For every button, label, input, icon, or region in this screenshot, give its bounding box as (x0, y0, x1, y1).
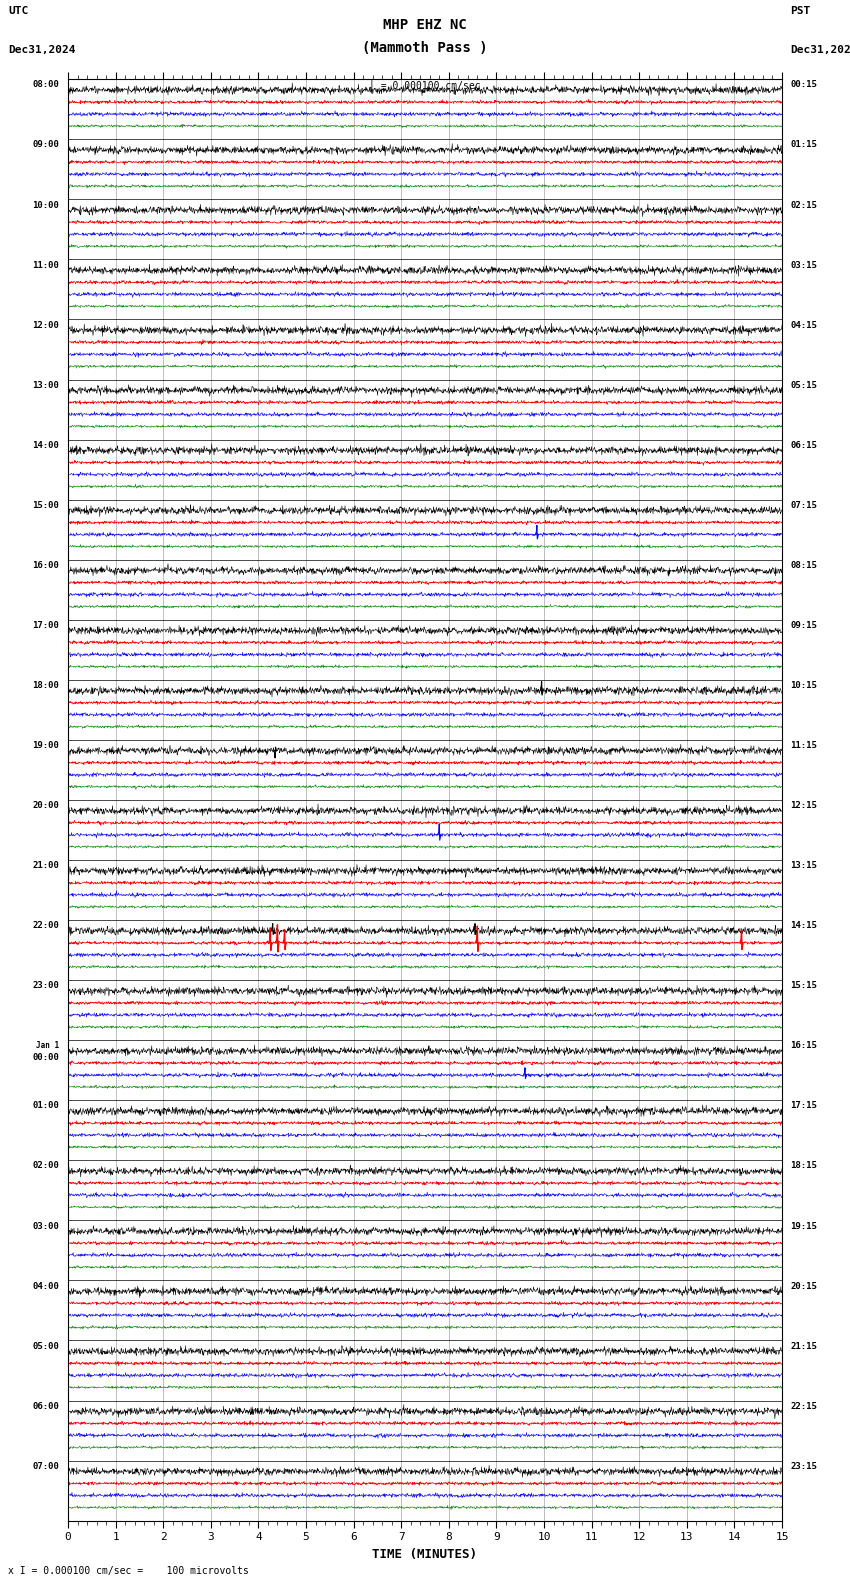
Text: 21:15: 21:15 (790, 1342, 818, 1351)
X-axis label: TIME (MINUTES): TIME (MINUTES) (372, 1548, 478, 1560)
Text: 07:00: 07:00 (32, 1462, 60, 1472)
Text: 15:00: 15:00 (32, 501, 60, 510)
Text: 09:00: 09:00 (32, 141, 60, 149)
Text: 12:00: 12:00 (32, 320, 60, 329)
Text: Jan 1: Jan 1 (37, 1041, 60, 1050)
Text: (Mammoth Pass ): (Mammoth Pass ) (362, 41, 488, 55)
Text: 04:00: 04:00 (32, 1281, 60, 1291)
Text: Dec31,2024: Dec31,2024 (790, 46, 850, 55)
Text: 02:15: 02:15 (790, 201, 818, 209)
Text: 15:15: 15:15 (790, 982, 818, 990)
Text: 02:00: 02:00 (32, 1161, 60, 1171)
Text: 16:00: 16:00 (32, 561, 60, 570)
Text: 04:15: 04:15 (790, 320, 818, 329)
Text: 21:00: 21:00 (32, 862, 60, 870)
Text: │ = 0.000100 cm/sec: │ = 0.000100 cm/sec (369, 79, 481, 90)
Text: 18:00: 18:00 (32, 681, 60, 691)
Text: 10:15: 10:15 (790, 681, 818, 691)
Text: 14:15: 14:15 (790, 922, 818, 930)
Text: 05:00: 05:00 (32, 1342, 60, 1351)
Text: 11:00: 11:00 (32, 261, 60, 269)
Text: 13:00: 13:00 (32, 380, 60, 390)
Text: 10:00: 10:00 (32, 201, 60, 209)
Text: 19:00: 19:00 (32, 741, 60, 751)
Text: 03:15: 03:15 (790, 261, 818, 269)
Text: 00:00: 00:00 (32, 1053, 60, 1063)
Text: Dec31,2024: Dec31,2024 (8, 46, 76, 55)
Text: 13:15: 13:15 (790, 862, 818, 870)
Text: UTC: UTC (8, 6, 29, 16)
Text: 20:00: 20:00 (32, 802, 60, 809)
Text: MHP EHZ NC: MHP EHZ NC (383, 17, 467, 32)
Text: x I = 0.000100 cm/sec =    100 microvolts: x I = 0.000100 cm/sec = 100 microvolts (8, 1567, 249, 1576)
Text: 01:15: 01:15 (790, 141, 818, 149)
Text: 03:00: 03:00 (32, 1221, 60, 1231)
Text: PST: PST (790, 6, 811, 16)
Text: 20:15: 20:15 (790, 1281, 818, 1291)
Text: 05:15: 05:15 (790, 380, 818, 390)
Text: 23:15: 23:15 (790, 1462, 818, 1472)
Text: 06:00: 06:00 (32, 1402, 60, 1411)
Text: 14:00: 14:00 (32, 440, 60, 450)
Text: 17:15: 17:15 (790, 1101, 818, 1110)
Text: 11:15: 11:15 (790, 741, 818, 751)
Text: 09:15: 09:15 (790, 621, 818, 630)
Text: 08:00: 08:00 (32, 81, 60, 89)
Text: 01:00: 01:00 (32, 1101, 60, 1110)
Text: 06:15: 06:15 (790, 440, 818, 450)
Text: 07:15: 07:15 (790, 501, 818, 510)
Text: 22:15: 22:15 (790, 1402, 818, 1411)
Text: 17:00: 17:00 (32, 621, 60, 630)
Text: 18:15: 18:15 (790, 1161, 818, 1171)
Text: 16:15: 16:15 (790, 1041, 818, 1050)
Text: 22:00: 22:00 (32, 922, 60, 930)
Text: 23:00: 23:00 (32, 982, 60, 990)
Text: 08:15: 08:15 (790, 561, 818, 570)
Text: 12:15: 12:15 (790, 802, 818, 809)
Text: 19:15: 19:15 (790, 1221, 818, 1231)
Text: 00:15: 00:15 (790, 81, 818, 89)
